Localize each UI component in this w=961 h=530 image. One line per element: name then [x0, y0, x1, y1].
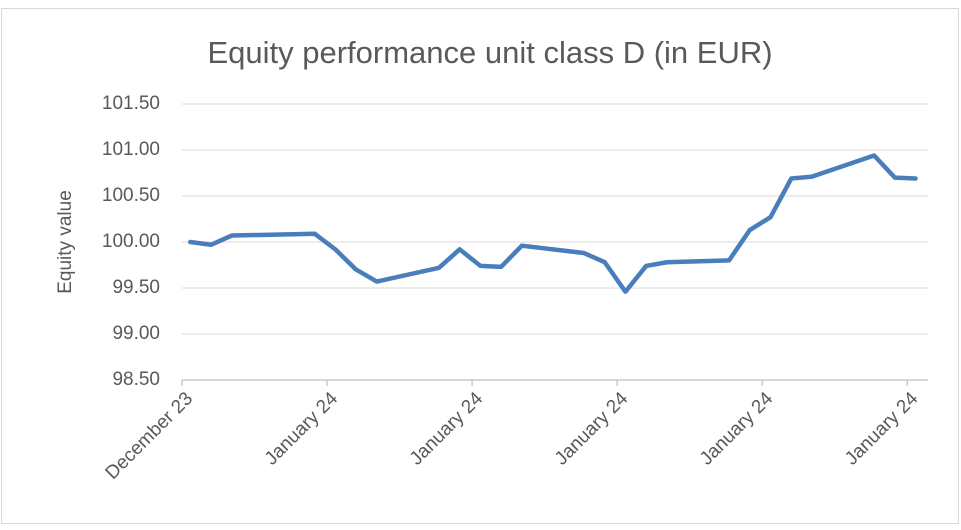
y-tick-label: 100.50	[102, 185, 160, 206]
y-tick-label: 98.50	[112, 369, 160, 390]
chart-title: Equity performance unit class D (in EUR)	[207, 35, 772, 70]
y-tick-label: 100.00	[102, 231, 160, 252]
y-tick-label: 101.50	[102, 93, 160, 114]
y-tick-label: 99.50	[112, 277, 160, 298]
y-tick-label: 99.00	[112, 323, 160, 344]
series-line	[188, 153, 918, 294]
y-axis-label: Equity value	[55, 190, 76, 294]
y-tick-label: 101.00	[102, 139, 160, 160]
